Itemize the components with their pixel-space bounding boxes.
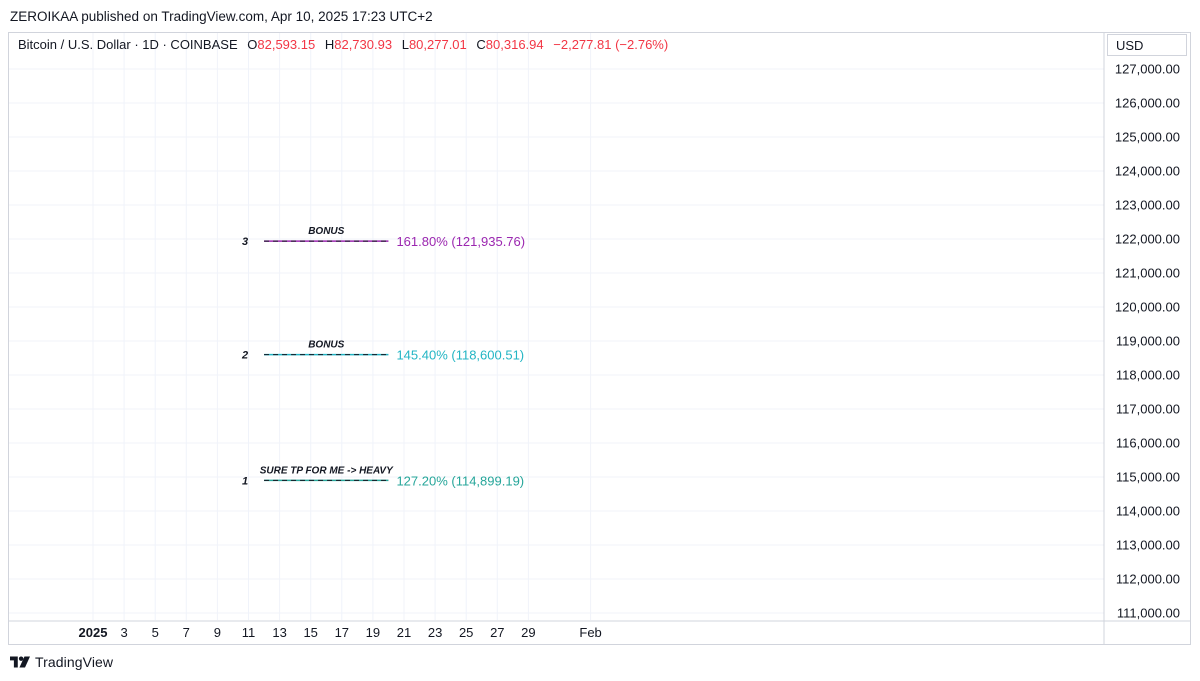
grid-lines [9, 33, 1104, 620]
fib-level-number: 1 [242, 475, 248, 487]
time-tick-label: 13 [272, 625, 286, 640]
fib-level-note: BONUS [308, 226, 344, 237]
time-tick-label: 17 [335, 625, 349, 640]
time-tick-label: Feb [579, 625, 601, 640]
price-tick-label: 120,000.00 [1115, 300, 1180, 315]
price-tick-label: 123,000.00 [1115, 198, 1180, 213]
open-label: O [247, 37, 258, 52]
price-tick-label: 113,000.00 [1116, 538, 1180, 553]
fib-level-note: SURE TP FOR ME -> HEAVY [260, 465, 394, 476]
close-value: 80,316.94 [485, 37, 544, 52]
price-tick-label: 112,000.00 [1116, 572, 1180, 587]
footer-brand[interactable]: TradingView [10, 654, 113, 670]
time-tick-label: 11 [242, 625, 256, 640]
time-tick-label: 19 [366, 625, 380, 640]
brand-name: TradingView [35, 654, 114, 670]
fib-level-note: BONUS [308, 340, 344, 351]
price-tick-label: 126,000.00 [1115, 96, 1180, 111]
high-value: 82,730.93 [334, 37, 393, 52]
fib-level-label: 161.80% (121,935.76) [396, 234, 525, 249]
open-value: 82,593.15 [257, 37, 316, 52]
price-tick-label: 115,000.00 [1116, 470, 1180, 485]
price-tick-label: 127,000.00 [1115, 62, 1180, 77]
low-value: 80,277.01 [408, 37, 467, 52]
time-tick-label: 2025 [79, 625, 108, 640]
time-tick-label: 3 [120, 625, 127, 640]
time-tick-label: 7 [183, 625, 190, 640]
price-tick-label: 117,000.00 [1116, 402, 1180, 417]
price-tick-label: 114,000.00 [1116, 504, 1180, 519]
time-tick-label: 29 [521, 625, 535, 640]
price-tick-label: 111,000.00 [1117, 606, 1180, 621]
price-tick-label: 124,000.00 [1115, 164, 1180, 179]
price-tick-label: 116,000.00 [1116, 436, 1180, 451]
symbol-legend: Bitcoin / U.S. Dollar · 1D · COINBASE O8… [18, 37, 668, 52]
symbol-name[interactable]: Bitcoin / U.S. Dollar · 1D · COINBASE [18, 37, 238, 52]
price-tick-label: 125,000.00 [1115, 130, 1180, 145]
change-value: −2,277.81 (−2.76%) [553, 37, 669, 52]
time-tick-label: 5 [152, 625, 159, 640]
low-label: L [401, 37, 409, 52]
price-tick-label: 122,000.00 [1115, 232, 1180, 247]
time-tick-label: 27 [490, 625, 504, 640]
time-axis: 2025 3 5 7 9 11 13 15 17 19 21 23 25 27 29 Feb [9, 620, 1190, 640]
time-tick-label: 15 [303, 625, 317, 640]
time-tick-label: 23 [428, 625, 442, 640]
fib-level-label: 127.20% (114,899.19) [396, 473, 524, 488]
price-tick-label: 118,000.00 [1116, 368, 1180, 383]
price-tick-label: 121,000.00 [1115, 266, 1180, 281]
chart-frame [8, 32, 1191, 645]
fib-level-label: 145.40% (118,600.51) [396, 348, 524, 363]
fib-levels: 3 BONUS 161.80% (121,935.76) 2 BONUS 145.40% … [241, 226, 525, 488]
high-label: H [324, 37, 335, 52]
tradingview-logo-icon [10, 656, 30, 668]
currency-button[interactable]: USD [1107, 34, 1187, 56]
time-tick-label: 25 [459, 625, 473, 640]
price-tick-label: 119,000.00 [1116, 334, 1180, 349]
publish-info: ZEROIKAA published on TradingView.com, A… [10, 9, 433, 24]
time-tick-label: 9 [214, 625, 221, 640]
time-tick-label: 21 [397, 625, 411, 640]
price-axis: 111,000.00 112,000.00 113,000.00 114,000.00… [1103, 33, 1180, 645]
close-label: C [476, 37, 486, 52]
fib-level-number: 3 [242, 236, 248, 248]
fib-level-number: 2 [241, 350, 248, 362]
